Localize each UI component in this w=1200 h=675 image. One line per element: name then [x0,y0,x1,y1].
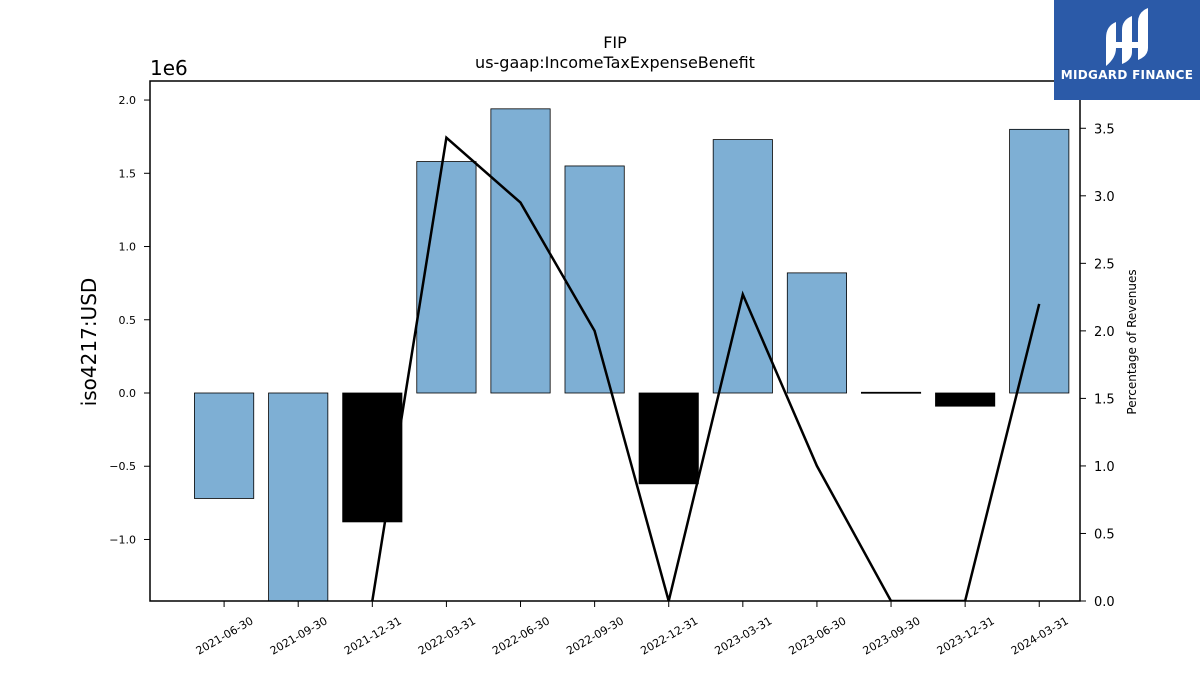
bar-2022-03-31 [416,161,477,394]
y-tick-label: 0.0 [119,387,137,400]
bar-2023-09-30 [860,391,922,394]
bar-2022-06-30 [490,108,551,394]
bar-2023-06-30 [786,272,847,394]
y-tick-label: 1.5 [119,167,137,180]
bar-2021-09-30 [268,392,329,602]
x-tick-label: 2023-12-31 [935,614,997,657]
chart-subtitle: us-gaap:IncomeTaxExpenseBenefit [475,53,755,72]
y2-tick-label: 2.5 [1094,257,1115,272]
bar-2023-12-31 [935,392,996,407]
x-tick-label: 2021-09-30 [268,614,330,657]
y2-tick-label: 3.5 [1094,122,1115,137]
x-tick-label: 2023-09-30 [861,614,923,657]
chart-title: FIP [603,33,627,52]
bar-2023-03-31 [712,139,773,394]
x-tick-label: 2021-06-30 [194,614,256,657]
y-tick-label: 2.0 [119,94,137,107]
bar-2022-12-31 [638,392,699,485]
x-tick-label: 2023-06-30 [787,614,849,657]
bar-2021-12-31 [342,392,403,523]
x-tick-label: 2022-12-31 [638,614,700,657]
brand-logo: MIDGARD FINANCE [1054,0,1200,100]
x-tick-label: 2021-12-31 [342,614,404,657]
x-tick-label: 2024-03-31 [1009,614,1071,657]
bar-2022-09-30 [564,165,625,394]
percentage-line [371,135,1041,601]
bar-2024-03-31 [1009,128,1070,394]
bar-2021-06-30 [194,392,255,499]
logo-mark-icon [1106,8,1148,66]
plot-frame [149,80,1081,602]
y2-tick-label: 2.0 [1094,325,1115,340]
y2-tick-label: 3.0 [1094,190,1115,205]
x-tick-label: 2022-03-31 [416,614,478,657]
y2-tick-label: 0.0 [1094,595,1115,610]
y2-tick-label: 1.5 [1094,392,1115,407]
y2-axis-label: Percentage of Revenues [1125,269,1139,414]
y-tick-label: 1.0 [119,241,137,254]
y2-tick-label: 1.0 [1094,460,1115,475]
y-offset-label: 1e6 [150,56,188,80]
x-tick-label: 2022-06-30 [490,614,552,657]
y-tick-label: 0.5 [119,314,137,327]
y-tick-label: −1.0 [109,533,136,546]
logo-text: MIDGARD FINANCE [1060,68,1194,82]
y2-tick-label: 0.5 [1094,527,1115,542]
y-axis-label: iso4217:USD [77,278,101,407]
x-tick-label: 2022-09-30 [564,614,626,657]
x-tick-label: 2023-03-31 [712,614,774,657]
y-tick-label: −0.5 [109,460,136,473]
